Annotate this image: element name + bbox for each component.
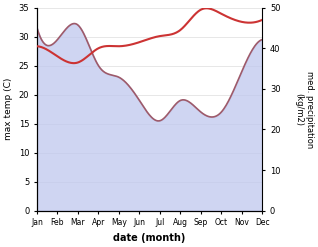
Y-axis label: med. precipitation
(kg/m2): med. precipitation (kg/m2) bbox=[294, 71, 314, 148]
Y-axis label: max temp (C): max temp (C) bbox=[4, 78, 13, 140]
X-axis label: date (month): date (month) bbox=[114, 233, 186, 243]
